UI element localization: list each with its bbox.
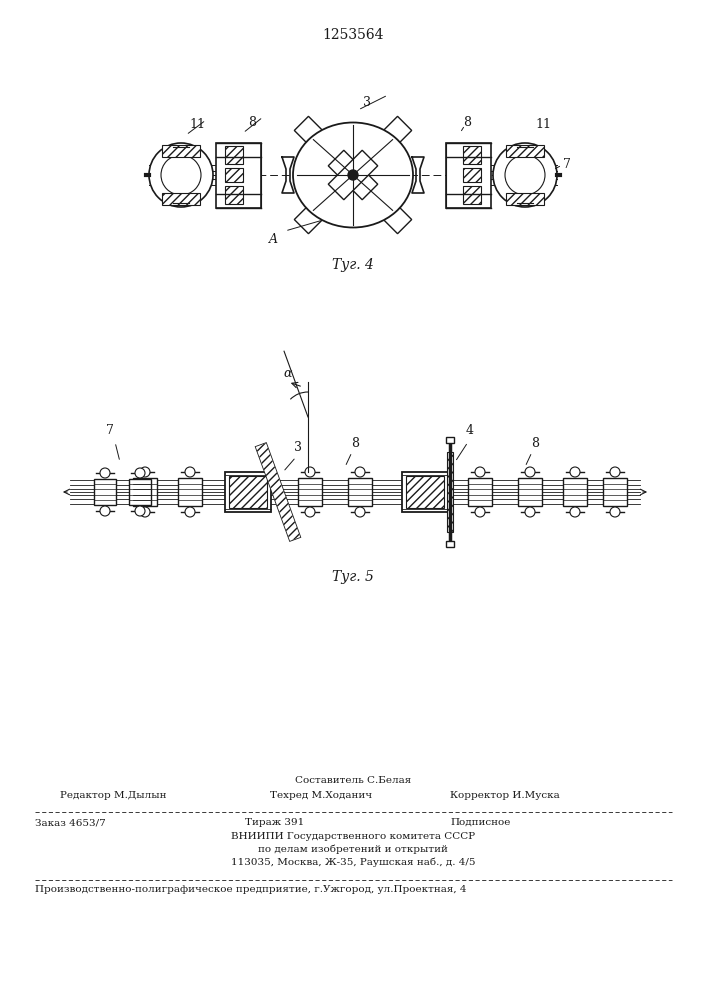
Circle shape xyxy=(475,467,485,477)
Circle shape xyxy=(140,467,150,477)
Text: 8: 8 xyxy=(351,437,359,450)
Circle shape xyxy=(135,506,145,516)
Bar xyxy=(129,479,151,505)
Bar xyxy=(402,472,448,512)
Bar xyxy=(94,479,116,505)
Bar xyxy=(233,150,259,200)
Bar xyxy=(603,478,627,506)
Circle shape xyxy=(570,507,580,517)
Bar xyxy=(463,168,481,182)
Bar xyxy=(348,478,372,506)
Bar xyxy=(406,476,444,508)
Circle shape xyxy=(305,467,315,477)
Text: 11: 11 xyxy=(535,118,551,131)
Circle shape xyxy=(100,468,110,478)
Circle shape xyxy=(355,467,365,477)
Bar xyxy=(133,478,157,506)
Bar xyxy=(463,146,481,164)
Bar xyxy=(229,476,267,508)
Circle shape xyxy=(475,507,485,517)
Bar xyxy=(445,142,491,208)
Circle shape xyxy=(185,467,195,477)
Bar xyxy=(225,472,271,512)
Text: по делам изобретений и открытий: по делам изобретений и открытий xyxy=(258,844,448,854)
Circle shape xyxy=(525,467,535,477)
Text: Корректор И.Муска: Корректор И.Муска xyxy=(450,791,560,800)
Ellipse shape xyxy=(293,122,413,228)
Circle shape xyxy=(348,170,358,180)
Bar xyxy=(328,150,378,200)
Bar xyxy=(447,150,474,200)
Text: 11: 11 xyxy=(189,118,205,131)
Bar xyxy=(446,541,454,547)
Text: 8: 8 xyxy=(531,437,539,450)
Text: Заказ 4653/7: Заказ 4653/7 xyxy=(35,818,106,827)
Bar xyxy=(225,186,243,204)
Text: 1253564: 1253564 xyxy=(322,28,384,42)
Bar xyxy=(328,150,378,200)
Bar xyxy=(225,168,243,182)
Bar xyxy=(225,146,243,164)
Bar xyxy=(506,193,544,205)
Circle shape xyxy=(355,507,365,517)
Text: 113035, Москва, Ж-35, Раушская наб., д. 4/5: 113035, Москва, Ж-35, Раушская наб., д. … xyxy=(230,857,475,867)
Text: 3: 3 xyxy=(363,97,371,109)
Circle shape xyxy=(610,507,620,517)
Text: Τуг. 5: Τуг. 5 xyxy=(332,570,374,584)
Text: α: α xyxy=(284,367,292,380)
Circle shape xyxy=(161,155,201,195)
Bar xyxy=(518,478,542,506)
Text: 7: 7 xyxy=(106,424,114,437)
Text: Техред М.Ходанич: Техред М.Ходанич xyxy=(270,791,372,800)
Bar xyxy=(162,193,200,205)
Text: A: A xyxy=(269,233,278,246)
Circle shape xyxy=(525,507,535,517)
Text: ВНИИПИ Государственного комитета СССР: ВНИИПИ Государственного комитета СССР xyxy=(231,832,475,841)
Bar xyxy=(298,478,322,506)
Text: Редактор М.Дылын: Редактор М.Дылын xyxy=(60,791,167,800)
Text: 3: 3 xyxy=(294,441,302,454)
Text: Τуг. 4: Τуг. 4 xyxy=(332,258,374,272)
Bar xyxy=(463,186,481,204)
Bar xyxy=(447,452,453,532)
Polygon shape xyxy=(256,443,300,541)
Text: Тираж 391: Тираж 391 xyxy=(245,818,304,827)
Bar xyxy=(216,142,260,208)
Circle shape xyxy=(493,143,557,207)
Bar xyxy=(162,145,200,157)
Circle shape xyxy=(305,507,315,517)
Circle shape xyxy=(140,507,150,517)
Bar xyxy=(376,116,411,152)
Text: Производственно-полиграфическое предприятие, г.Ужгород, ул.Проектная, 4: Производственно-полиграфическое предприя… xyxy=(35,885,467,894)
Text: 8: 8 xyxy=(463,116,471,129)
Text: 7: 7 xyxy=(563,158,571,172)
Circle shape xyxy=(100,506,110,516)
Circle shape xyxy=(570,467,580,477)
Bar xyxy=(376,198,411,234)
Bar xyxy=(446,437,454,443)
Text: Составитель С.Белая: Составитель С.Белая xyxy=(295,776,411,785)
Text: Подписное: Подписное xyxy=(450,818,510,827)
Bar xyxy=(468,478,492,506)
Text: 8: 8 xyxy=(248,116,256,129)
Bar xyxy=(294,198,329,234)
Circle shape xyxy=(185,507,195,517)
Text: 4: 4 xyxy=(466,424,474,437)
Circle shape xyxy=(610,467,620,477)
Bar xyxy=(294,116,329,152)
Polygon shape xyxy=(256,443,300,541)
Bar xyxy=(178,478,202,506)
Bar xyxy=(506,145,544,157)
Bar xyxy=(563,478,587,506)
Circle shape xyxy=(135,468,145,478)
Circle shape xyxy=(149,143,213,207)
Circle shape xyxy=(505,155,545,195)
